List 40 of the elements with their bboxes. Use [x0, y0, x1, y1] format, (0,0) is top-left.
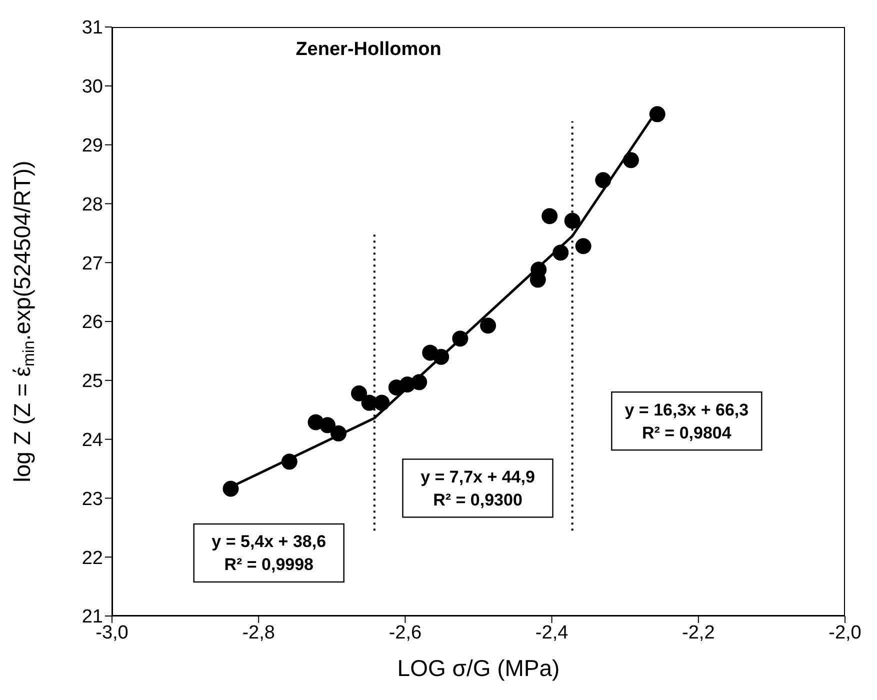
point	[222, 480, 239, 497]
point	[452, 330, 468, 347]
equation-box: y = 7,7x + 44,9 R² = 0,9300	[402, 458, 554, 518]
y-tick-label: 27	[82, 253, 103, 274]
x-tick-label: -2,6	[388, 622, 422, 644]
point	[351, 385, 368, 402]
point	[330, 425, 346, 442]
point	[575, 238, 592, 254]
point	[542, 208, 558, 224]
annotation: y = 5,4x + 38,6 R² = 0,9998	[212, 532, 326, 574]
annotation: y = 16,3x + 66,3 R² = 0,9804	[624, 400, 749, 442]
y-tick-label: 22	[82, 548, 103, 569]
text: Zener-Hollomon	[296, 39, 442, 60]
y-tick-label: 25	[82, 371, 103, 392]
y-tick-label: 23	[82, 488, 103, 510]
point	[320, 417, 336, 434]
x-tick-label: -2,4	[535, 622, 569, 644]
point	[552, 244, 569, 261]
x-tick-label: -2,8	[242, 622, 275, 644]
point	[374, 394, 390, 411]
point	[564, 212, 580, 229]
annotation: y = 7,7x + 44,9 R² = 0,9300	[420, 467, 535, 510]
y-tick-label: 26	[82, 312, 103, 334]
point	[595, 172, 612, 188]
x-tick-label: -2,0	[828, 622, 862, 644]
point	[622, 152, 639, 168]
point	[433, 348, 450, 365]
point	[411, 374, 428, 390]
y-tick-label: 30	[82, 76, 103, 98]
point	[480, 318, 496, 334]
y-tick-label: 31	[82, 18, 103, 39]
y-tick-label: 24	[82, 430, 104, 452]
y-tick-label: 28	[82, 194, 103, 216]
x-tick-label: -2,2	[682, 622, 715, 644]
point	[281, 454, 298, 470]
y-tick-label: 29	[82, 136, 103, 157]
x-axis-title: LOG σ/G (MPa)	[397, 655, 560, 681]
equation-box: y = 16,3x + 66,3 R² = 0,9804	[611, 391, 762, 451]
point	[649, 106, 666, 122]
equation-box: y = 5,4x + 38,6 R² = 0,9998	[193, 523, 344, 583]
